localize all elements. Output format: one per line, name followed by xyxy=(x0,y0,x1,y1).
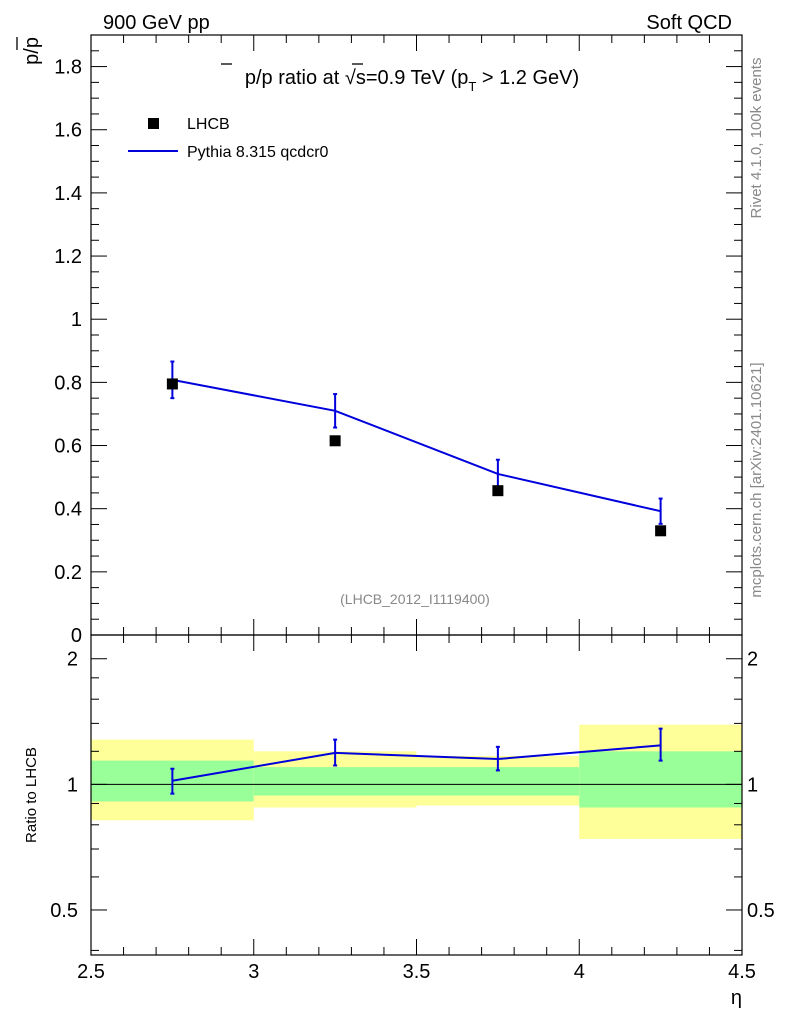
data-point xyxy=(492,485,504,497)
data-point xyxy=(655,525,667,537)
main-ytick-label: 1.4 xyxy=(54,183,82,205)
band-inner-1 xyxy=(253,767,417,796)
ratio-bands xyxy=(91,724,742,839)
title-s: s xyxy=(356,67,366,89)
analysis-id: (LHCB_2012_I1119400) xyxy=(340,591,490,607)
x-tick-label: 3 xyxy=(248,961,259,983)
main-ytick-label: 1.8 xyxy=(54,57,82,79)
ratio-ytick-label-left: 2 xyxy=(67,649,78,671)
x-tick-label: 2.5 xyxy=(77,961,105,983)
band-inner-2 xyxy=(416,767,580,796)
main-ylabel: p/p xyxy=(21,37,43,65)
title-end: > 1.2 GeV) xyxy=(476,67,579,89)
data-point xyxy=(166,378,178,390)
main-ytick-label: 0.6 xyxy=(54,436,82,458)
x-tick-label: 3.5 xyxy=(403,961,431,983)
ratio-mc-line xyxy=(172,744,661,782)
x-ticks: 2.5 3 3.5 4 4.5 xyxy=(77,35,756,983)
ratio-ylabel: Ratio to LHCB xyxy=(23,747,40,843)
main-ytick-label: 1.2 xyxy=(54,246,82,268)
x-tick-label: 4 xyxy=(574,961,585,983)
ratio-ytick-label-left: 0.5 xyxy=(50,900,78,922)
main-ytick-label: 1 xyxy=(71,309,82,331)
legend-data-label: LHCB xyxy=(187,116,230,133)
title-prefix: p/p ratio at √ xyxy=(245,67,356,89)
ratio-ytick-label-right: 0.5 xyxy=(747,900,775,922)
rivet-label: Rivet 4.1.0, 100k events xyxy=(748,58,765,219)
ratio-ytick-label-right: 2 xyxy=(747,649,758,671)
main-data-series xyxy=(166,378,667,537)
title-sub: T xyxy=(468,79,476,94)
legend-mc-label: Pythia 8.315 qcdcr0 xyxy=(187,144,329,161)
x-tick-label: 4.5 xyxy=(728,961,756,983)
plot-title: p/p ratio at √s=0.9 TeV (pT > 1.2 GeV) xyxy=(245,67,579,94)
main-ticks: 0 0.2 0.4 0.6 0.8 1 1.2 1.4 1.6 1.8 xyxy=(54,50,742,647)
legend-data-marker xyxy=(148,118,159,129)
header-left: 900 GeV pp xyxy=(103,12,210,34)
main-ytick-label: 1.6 xyxy=(54,120,82,142)
ratio-ytick-label-right: 1 xyxy=(747,774,758,796)
mcplots-label: mcplots.cern.ch [arXiv:2401.10621] xyxy=(748,362,765,597)
main-ytick-label: 0 xyxy=(71,625,82,647)
data-point xyxy=(329,435,341,447)
mc-line xyxy=(172,378,661,513)
title-rest: =0.9 TeV (p xyxy=(366,67,468,89)
main-ytick-label: 0.8 xyxy=(54,372,82,394)
ratio-mc-series xyxy=(170,727,663,795)
main-ytick-label: 0.2 xyxy=(54,562,82,584)
ratio-ytick-label-left: 1 xyxy=(67,774,78,796)
main-ytick-label: 0.4 xyxy=(54,499,82,521)
x-axis-label: η xyxy=(731,987,742,1009)
main-mc-series xyxy=(170,360,663,525)
header-right: Soft QCD xyxy=(646,12,732,34)
